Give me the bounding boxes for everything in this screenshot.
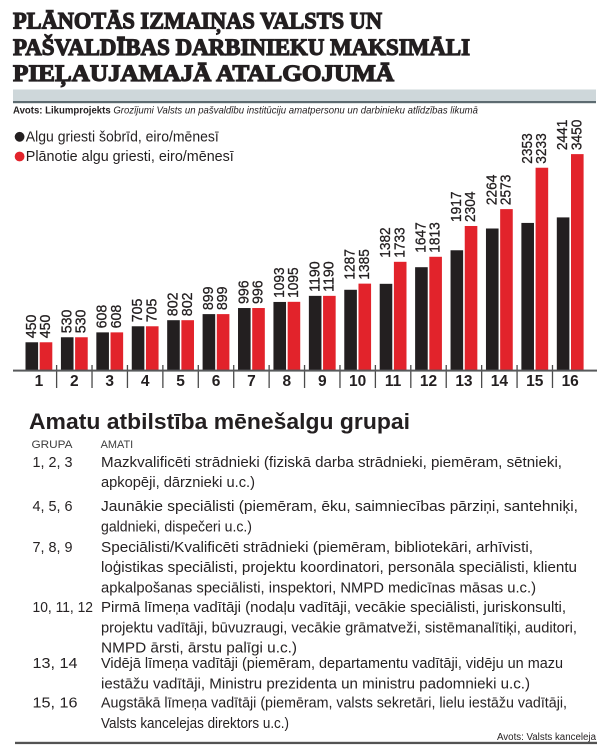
svg-text:Algu griesti šobrīd, eiro/mēne: Algu griesti šobrīd, eiro/mēnesī — [26, 128, 220, 145]
svg-text:608: 608 — [95, 305, 111, 329]
svg-text:9: 9 — [318, 373, 327, 390]
svg-text:1095: 1095 — [286, 267, 302, 298]
svg-text:projektu vadītāji, būvuzraugi,: projektu vadītāji, būvuzraugi, vecākie g… — [101, 619, 577, 636]
svg-text:apkopēji, dārznieki u.c.): apkopēji, dārznieki u.c.) — [101, 474, 255, 491]
svg-text:5: 5 — [176, 373, 185, 390]
svg-text:3450: 3450 — [569, 120, 585, 151]
svg-text:3: 3 — [105, 373, 114, 390]
svg-text:530: 530 — [59, 310, 75, 334]
svg-text:899: 899 — [215, 286, 231, 310]
svg-text:Avots: Likumprojekts Grozījumi: Avots: Likumprojekts Grozījumi Valsts un… — [13, 105, 478, 116]
svg-text:AMATI: AMATI — [101, 439, 134, 451]
svg-text:802: 802 — [180, 293, 196, 317]
svg-text:8: 8 — [283, 373, 292, 390]
svg-text:2264: 2264 — [484, 175, 500, 206]
svg-text:PIEĻAUJAMAJĀ ATALGOJUMĀ: PIEĻAUJAMAJĀ ATALGOJUMĀ — [13, 61, 394, 88]
svg-text:10, 11, 12: 10, 11, 12 — [33, 599, 94, 616]
svg-text:Augstākā līmeņa vadītāji (piem: Augstākā līmeņa vadītāji (piemēram, vals… — [101, 695, 567, 712]
svg-text:450: 450 — [24, 315, 40, 339]
svg-text:13: 13 — [455, 373, 473, 390]
svg-text:1190: 1190 — [321, 261, 337, 292]
svg-text:11: 11 — [385, 373, 402, 390]
svg-text:GRUPA: GRUPA — [32, 439, 74, 451]
svg-text:1647: 1647 — [414, 222, 430, 253]
svg-text:705: 705 — [144, 299, 160, 323]
svg-text:2353: 2353 — [520, 133, 536, 164]
svg-text:6: 6 — [212, 373, 221, 390]
svg-text:608: 608 — [109, 305, 125, 329]
svg-text:899: 899 — [201, 286, 217, 310]
svg-text:4, 5, 6: 4, 5, 6 — [33, 498, 73, 515]
svg-text:PLĀNOTĀS IZMAIŅAS VALSTS UN: PLĀNOTĀS IZMAIŅAS VALSTS UN — [13, 9, 382, 36]
svg-text:705: 705 — [130, 299, 146, 323]
svg-text:Amatu atbilstība mēnešalgu gru: Amatu atbilstība mēnešalgu grupai — [29, 409, 410, 434]
svg-text:apkalpošanas speciālisti, insp: apkalpošanas speciālisti, inspektori, NM… — [101, 579, 536, 596]
svg-text:1: 1 — [35, 373, 44, 390]
svg-text:loģistikas speciālisti, projek: loģistikas speciālisti, projektu koordin… — [101, 559, 577, 576]
svg-text:1813: 1813 — [428, 222, 444, 253]
svg-text:2304: 2304 — [463, 191, 479, 222]
svg-text:13, 14: 13, 14 — [33, 655, 78, 672]
svg-text:2573: 2573 — [499, 175, 515, 206]
svg-text:1190: 1190 — [307, 261, 323, 292]
svg-text:996: 996 — [251, 280, 267, 304]
svg-text:Avots: Valsts kanceleja: Avots: Valsts kanceleja — [497, 732, 596, 743]
svg-text:1385: 1385 — [357, 249, 373, 280]
svg-text:450: 450 — [38, 315, 54, 339]
svg-text:1733: 1733 — [392, 227, 408, 258]
svg-text:Mazkvalificēti strādnieki (fiz: Mazkvalificēti strādnieki (fiziskā darba… — [101, 454, 562, 471]
svg-text:4: 4 — [141, 373, 150, 390]
svg-text:7: 7 — [247, 373, 256, 390]
svg-text:15, 16: 15, 16 — [33, 695, 78, 712]
svg-text:1093: 1093 — [272, 267, 288, 298]
svg-text:1287: 1287 — [343, 249, 359, 280]
svg-text:Pirmā līmeņa vadītāji (nodaļu: Pirmā līmeņa vadītāji (nodaļu vadītāji, … — [101, 599, 566, 616]
svg-text:15: 15 — [526, 373, 544, 390]
svg-text:7, 8, 9: 7, 8, 9 — [33, 539, 73, 556]
svg-text:16: 16 — [562, 373, 580, 390]
svg-text:Plānotie algu griesti, eiro/mē: Plānotie algu griesti, eiro/mēnesī — [26, 148, 235, 165]
svg-text:Vidējā līmeņa vadītāji (piemēr: Vidējā līmeņa vadītāji (piemēram, depart… — [101, 655, 563, 672]
svg-text:996: 996 — [236, 280, 252, 304]
svg-text:802: 802 — [166, 293, 182, 317]
svg-text:12: 12 — [420, 373, 437, 390]
svg-text:galdnieki, dispečeri u.c.): galdnieki, dispečeri u.c.) — [101, 518, 252, 535]
svg-text:Jaunākie speciālisti (piemēram: Jaunākie speciālisti (piemēram, ēku, sai… — [101, 498, 578, 515]
svg-text:iestāžu vadītāji, Ministru pre: iestāžu vadītāji, Ministru prezidenta un… — [101, 675, 530, 692]
svg-text:PAŠVALDĪBAS DARBINIEKU MAKSIMĀ: PAŠVALDĪBAS DARBINIEKU MAKSIMĀLI — [13, 34, 470, 61]
svg-text:NMPD ārsti, ārstu palīgi u.c.): NMPD ārsti, ārstu palīgi u.c.) — [101, 640, 297, 657]
svg-text:3233: 3233 — [534, 133, 550, 164]
svg-text:2: 2 — [70, 373, 79, 390]
svg-text:14: 14 — [491, 373, 509, 390]
svg-text:Speciālisti/Kvalificēti strādn: Speciālisti/Kvalificēti strādnieki (piem… — [101, 539, 533, 556]
svg-text:530: 530 — [74, 310, 90, 334]
svg-text:2441: 2441 — [555, 120, 571, 151]
svg-text:1, 2, 3: 1, 2, 3 — [33, 454, 73, 471]
svg-text:10: 10 — [349, 373, 366, 390]
svg-text:1917: 1917 — [449, 191, 465, 222]
svg-text:1382: 1382 — [378, 227, 394, 258]
svg-text:Valsts kancelejas direktors u.: Valsts kancelejas direktors u.c.) — [101, 715, 289, 732]
